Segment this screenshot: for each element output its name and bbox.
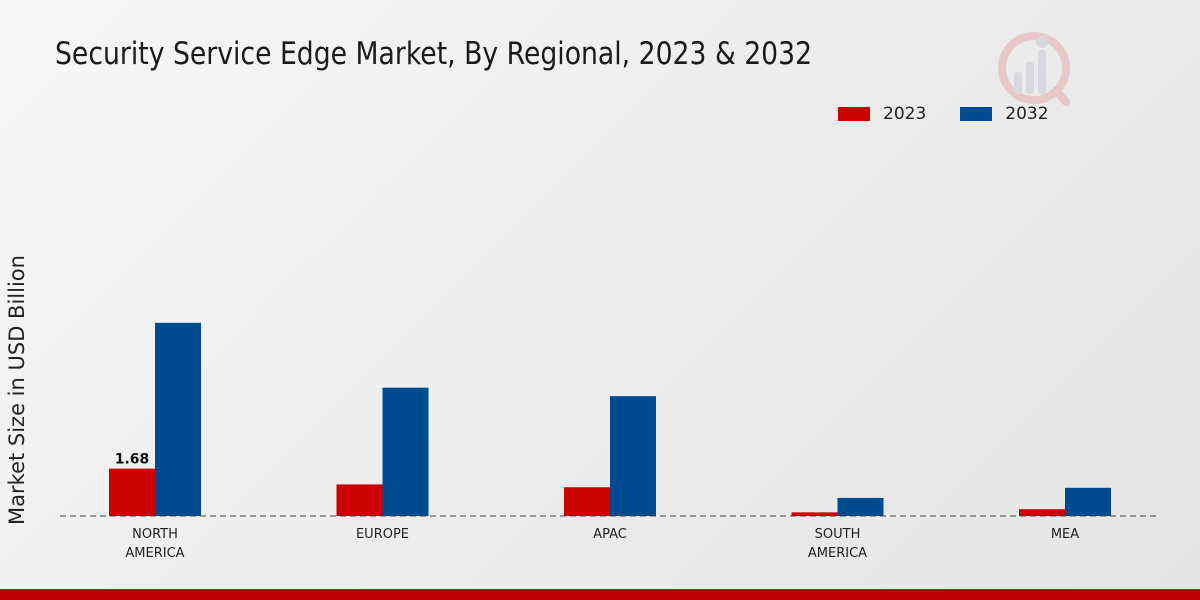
legend-item-2023: 2023 bbox=[838, 104, 926, 124]
brand-logo-icon bbox=[998, 32, 1070, 106]
bar-2023-north-america bbox=[109, 468, 155, 516]
bar-2023-south-america bbox=[791, 512, 838, 516]
bar-2032-apac bbox=[610, 396, 656, 516]
data-label: 1.68 bbox=[115, 452, 150, 468]
bottom-accent-bar bbox=[0, 589, 1200, 600]
bar-2023-mea bbox=[1019, 509, 1065, 516]
legend: 2023 2032 bbox=[838, 104, 1083, 124]
x-tick-label: EUROPE bbox=[356, 527, 409, 542]
legend-item-2032: 2032 bbox=[960, 104, 1049, 124]
bar-2023-apac bbox=[564, 487, 610, 516]
legend-swatch-2023 bbox=[838, 107, 870, 121]
bar-2032-mea bbox=[1065, 487, 1111, 516]
x-tick-label: APAC bbox=[593, 527, 627, 542]
x-tick-label: MEA bbox=[1051, 527, 1079, 542]
legend-label-2023: 2023 bbox=[883, 104, 927, 124]
bar-2032-south-america bbox=[837, 497, 884, 516]
chart-title: Security Service Edge Market, By Regiona… bbox=[55, 36, 813, 72]
bar-2023-europe bbox=[336, 484, 383, 516]
legend-label-2032: 2032 bbox=[1005, 104, 1049, 124]
legend-swatch-2032 bbox=[960, 107, 993, 121]
bar-2032-north-america bbox=[155, 322, 201, 516]
bar-2032-europe bbox=[382, 387, 429, 516]
x-tick-label: NORTH AMERICA bbox=[125, 527, 184, 561]
x-tick-label: SOUTH AMERICA bbox=[808, 527, 867, 561]
